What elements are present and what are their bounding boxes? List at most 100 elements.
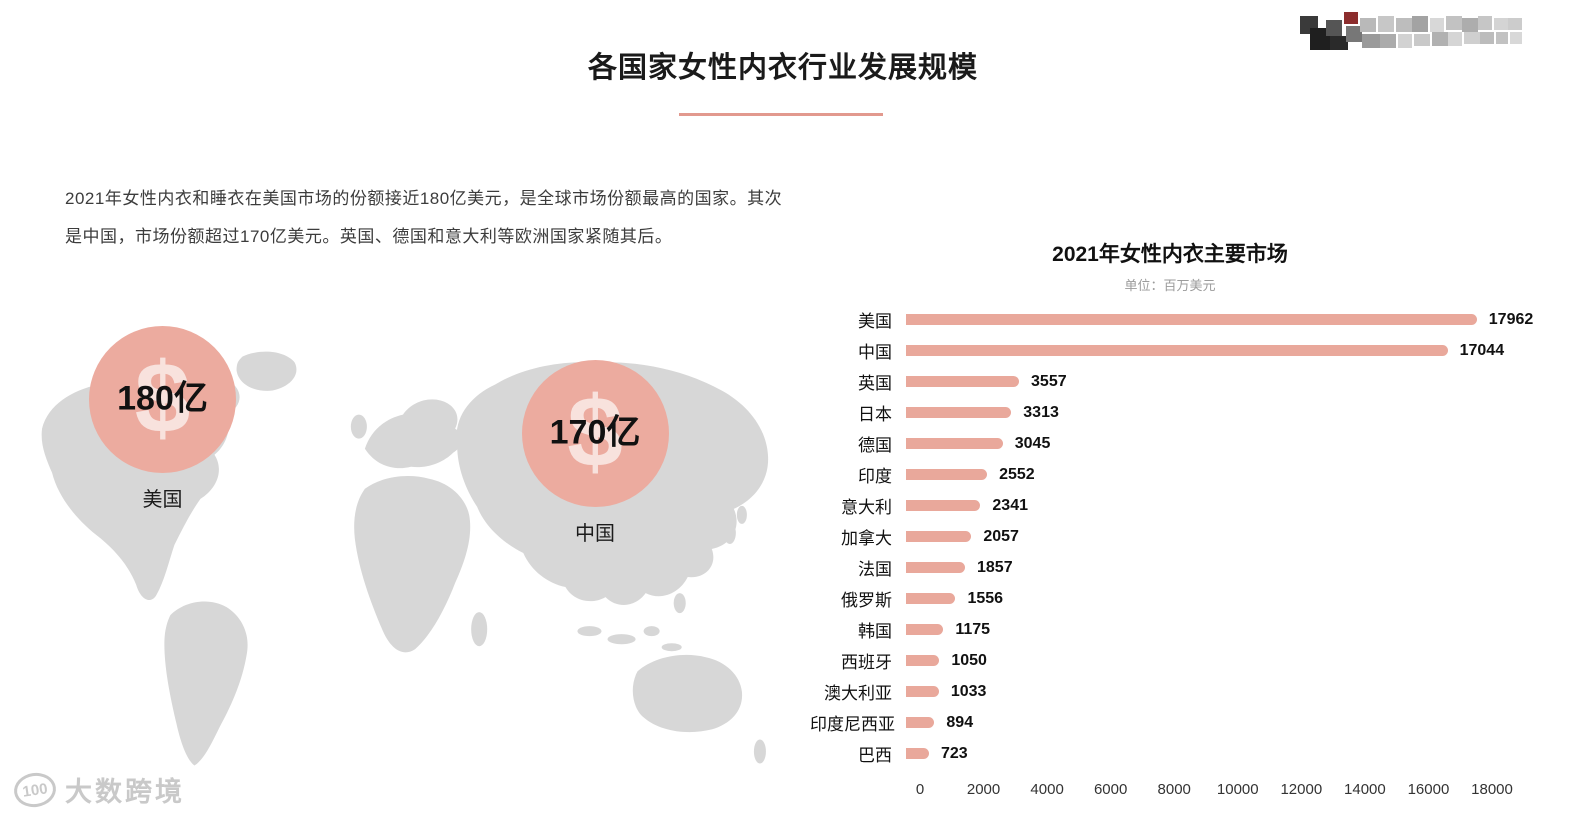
- category-label: 澳大利亚: [824, 684, 892, 703]
- category-label: 韩国: [858, 622, 892, 641]
- usa-bubble: $ 180亿: [89, 326, 236, 473]
- chart-row: 澳大利亚 1033: [810, 676, 1550, 707]
- chart-row: 法国 1857: [810, 552, 1550, 583]
- category-label: 印度尼西亚: [810, 715, 895, 734]
- bar-track: 2552: [906, 459, 1506, 490]
- category-label: 日本: [858, 405, 892, 424]
- chart-row: 中国 17044: [810, 335, 1550, 366]
- category-label: 俄罗斯: [841, 591, 892, 610]
- chart-row: 意大利 2341: [810, 490, 1550, 521]
- category-label: 美国: [858, 312, 892, 331]
- x-tick-label: 6000: [1093, 781, 1128, 798]
- x-tick-label: 10000: [1216, 781, 1259, 798]
- value-label: 1175: [955, 620, 991, 638]
- map-marker-usa: $ 180亿 美国: [89, 326, 236, 512]
- bar-track: 17962: [906, 304, 1533, 335]
- chart-row: 美国 17962: [810, 304, 1550, 335]
- value-label: 1050: [951, 651, 987, 669]
- greenland: [236, 351, 297, 391]
- category-label: 巴西: [858, 746, 892, 765]
- category-label: 西班牙: [841, 653, 892, 672]
- bar: [906, 686, 939, 697]
- dollar-icon: $: [134, 341, 191, 454]
- chart-row: 巴西 723: [810, 738, 1550, 769]
- bar-chart: 2021年女性内衣主要市场 单位：百万美元 美国 17962 中国 17044 英国 35…: [810, 238, 1550, 803]
- x-tick-label: 0: [915, 781, 925, 798]
- chart-row: 韩国 1175: [810, 614, 1550, 645]
- value-label: 723: [940, 744, 968, 762]
- china-label: 中国: [575, 523, 615, 545]
- map-marker-china: $ 170亿 中国: [520, 360, 670, 546]
- bar: [906, 407, 1012, 418]
- value-label: 3313: [1023, 403, 1059, 421]
- bar: [906, 624, 944, 635]
- china-bubble: $ 170亿: [521, 360, 669, 507]
- bar: [906, 655, 940, 666]
- bar: [906, 717, 935, 728]
- value-label: 3045: [1014, 434, 1051, 452]
- chart-row: 印度尼西亚 894: [810, 707, 1550, 738]
- chart-row: 德国 3045: [810, 428, 1550, 459]
- category-label: 英国: [858, 374, 892, 393]
- bar-track: 3557: [906, 366, 1506, 397]
- x-tick-label: 8000: [1157, 781, 1191, 798]
- value-label: 3557: [1031, 372, 1067, 390]
- bar-track: 3045: [906, 428, 1506, 459]
- bar-track: 17044: [906, 335, 1506, 366]
- bar-track: 894: [906, 707, 1506, 738]
- x-tick-label: 2000: [966, 781, 1001, 798]
- category-label: 加拿大: [841, 529, 892, 548]
- x-tick-label: 4000: [1030, 781, 1064, 798]
- bar-track: 723: [906, 738, 1506, 769]
- x-tick-label: 14000: [1344, 781, 1386, 798]
- chart-rows: 美国 17962 中国 17044 英国 3557 日本 3313 德国 3045 印度 2552 意大…: [810, 304, 1550, 769]
- chart-row: 日本 3313: [810, 397, 1550, 428]
- value-label: 1857: [977, 558, 1013, 576]
- world-map: [28, 330, 790, 802]
- chart-row: 西班牙 1050: [810, 645, 1550, 676]
- bar-track: 1857: [906, 552, 1506, 583]
- bar: [906, 562, 965, 573]
- value-label: 2341: [992, 496, 1028, 514]
- usa-market-value: 180亿: [117, 379, 208, 418]
- category-label: 意大利: [841, 498, 892, 517]
- bar: [906, 314, 1477, 325]
- bar: [906, 438, 1003, 449]
- continent-south-america: [164, 601, 248, 766]
- value-label: 1033: [950, 682, 987, 700]
- chart-row: 英国 3557: [810, 366, 1550, 397]
- bar-track: 1556: [906, 583, 1506, 614]
- value-label: 1556: [967, 589, 1004, 607]
- x-tick-label: 12000: [1280, 781, 1323, 798]
- bar-track: 1175: [906, 614, 1506, 645]
- continent-europe: [364, 399, 462, 469]
- watermark: 100 大数跨境: [11, 769, 185, 810]
- bar-track: 3313: [906, 397, 1506, 428]
- value-label: 2057: [983, 527, 1019, 545]
- bar-track: 2057: [906, 521, 1506, 552]
- dollar-icon: $: [567, 375, 623, 488]
- x-axis: 0 2000 4000 6000 8000 10000 12000 14000 16000 180…: [916, 781, 1520, 803]
- value-label: 2552: [999, 465, 1035, 483]
- chart-title: 2021年女性内衣主要市场: [1052, 243, 1288, 266]
- continent-australia: [632, 654, 743, 733]
- china-market-value: 170亿: [549, 413, 641, 452]
- bar: [906, 345, 1448, 356]
- world-map-image: [41, 351, 769, 766]
- x-tick-label: 18000: [1471, 781, 1513, 798]
- bar: [906, 531, 972, 542]
- x-tick-label: 16000: [1407, 781, 1450, 798]
- bar-track: 1033: [906, 676, 1506, 707]
- bar-track: 1050: [906, 645, 1506, 676]
- chart-row: 印度 2552: [810, 459, 1550, 490]
- category-label: 法国: [858, 560, 892, 579]
- bar: [906, 593, 956, 604]
- category-label: 德国: [858, 436, 892, 455]
- page-title: 各国家女性内衣行业发展规模: [587, 52, 978, 84]
- value-label: 894: [946, 713, 974, 731]
- chart-unit-label: 单位：百万美元: [1124, 278, 1216, 293]
- continent-africa: [354, 476, 471, 653]
- bar: [906, 376, 1020, 387]
- watermark-text: 大数跨境: [65, 777, 185, 807]
- redacted-logo: [1300, 12, 1522, 50]
